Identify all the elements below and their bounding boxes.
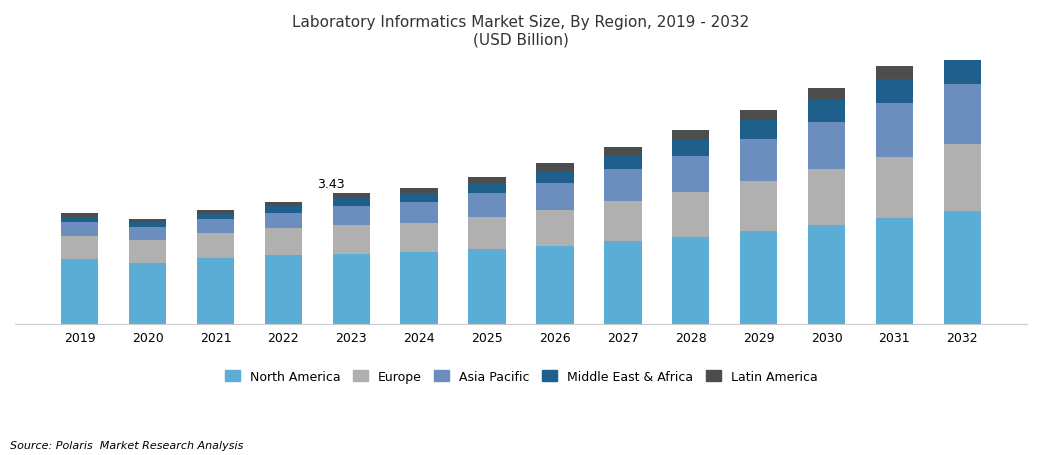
Text: Source: Polaris  Market Research Analysis: Source: Polaris Market Research Analysis (10, 440, 244, 450)
Bar (400, 223, 438, 253)
Bar (332, 207, 370, 226)
Bar (537, 171, 573, 183)
Bar (875, 80, 913, 104)
Bar (808, 225, 845, 324)
Bar (61, 213, 98, 217)
Bar (332, 254, 370, 324)
Bar (265, 255, 302, 324)
Bar (537, 164, 573, 171)
Text: 3.43: 3.43 (317, 178, 345, 191)
Bar (129, 219, 167, 222)
Bar (469, 177, 505, 183)
Bar (808, 170, 845, 225)
Bar (672, 192, 710, 237)
Bar (944, 43, 981, 57)
Bar (61, 222, 98, 236)
Bar (604, 242, 642, 324)
Bar (944, 57, 981, 85)
Bar (332, 198, 370, 207)
Bar (537, 246, 573, 324)
Bar (808, 89, 845, 101)
Bar (875, 219, 913, 324)
Bar (944, 212, 981, 324)
Bar (469, 194, 505, 217)
Bar (875, 158, 913, 219)
Bar (265, 229, 302, 255)
Bar (740, 181, 777, 231)
Bar (604, 148, 642, 156)
Bar (808, 101, 845, 122)
Bar (265, 207, 302, 213)
Bar (875, 104, 913, 158)
Bar (469, 217, 505, 249)
Bar (332, 193, 370, 198)
Bar (400, 202, 438, 223)
Bar (265, 213, 302, 229)
Bar (672, 237, 710, 324)
Bar (61, 260, 98, 324)
Bar (400, 193, 438, 202)
Bar (197, 258, 234, 324)
Bar (604, 202, 642, 242)
Bar (537, 211, 573, 246)
Bar (197, 214, 234, 220)
Bar (808, 122, 845, 170)
Bar (672, 131, 710, 140)
Bar (740, 121, 777, 140)
Bar (129, 228, 167, 240)
Bar (61, 217, 98, 222)
Bar (604, 170, 642, 202)
Bar (944, 145, 981, 212)
Bar (197, 210, 234, 214)
Title: Laboratory Informatics Market Size, By Region, 2019 - 2032
(USD Billion): Laboratory Informatics Market Size, By R… (293, 15, 749, 47)
Bar (265, 202, 302, 207)
Bar (400, 188, 438, 193)
Bar (129, 240, 167, 263)
Bar (740, 231, 777, 324)
Bar (740, 111, 777, 121)
Bar (61, 236, 98, 260)
Bar (672, 140, 710, 157)
Bar (400, 253, 438, 324)
Bar (129, 263, 167, 324)
Bar (197, 234, 234, 258)
Bar (469, 249, 505, 324)
Bar (944, 85, 981, 145)
Bar (129, 222, 167, 228)
Bar (537, 183, 573, 211)
Bar (875, 67, 913, 80)
Bar (672, 157, 710, 192)
Bar (332, 226, 370, 254)
Bar (197, 220, 234, 234)
Legend: North America, Europe, Asia Pacific, Middle East & Africa, Latin America: North America, Europe, Asia Pacific, Mid… (220, 365, 822, 388)
Bar (740, 140, 777, 181)
Bar (469, 183, 505, 194)
Bar (604, 156, 642, 170)
